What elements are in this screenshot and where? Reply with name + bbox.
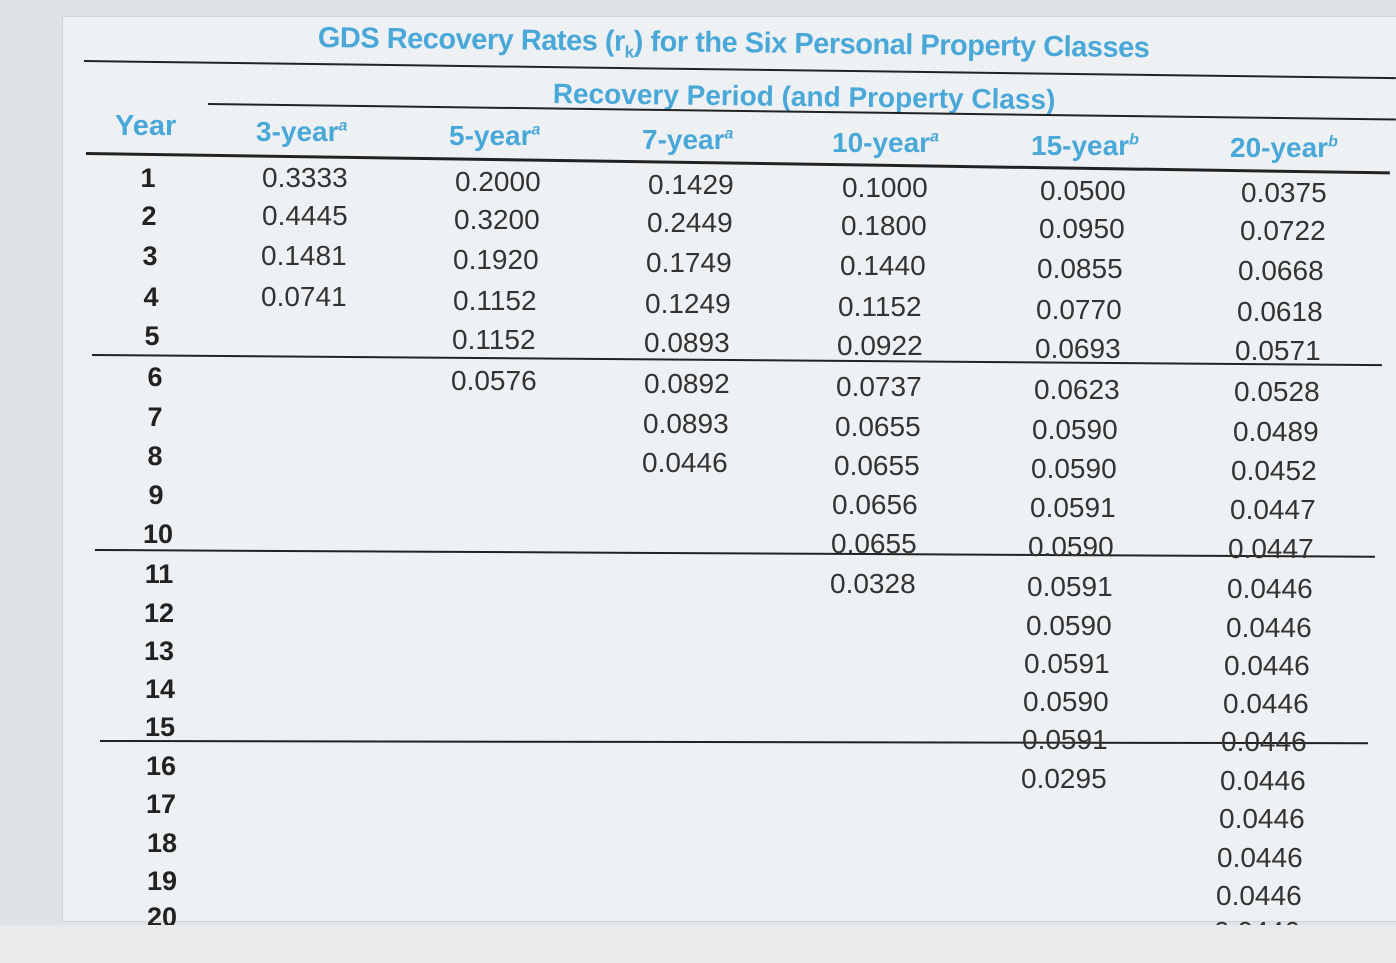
rate-cell: 0.0655: [835, 411, 921, 442]
rate-cell: 0.0295: [1021, 763, 1107, 794]
rate-cell: 0.0446: [1223, 688, 1309, 719]
rate-cell: 0.0893: [644, 327, 730, 358]
rate-cell: 0.0590: [1028, 531, 1114, 562]
rate-cell: 0.1749: [646, 247, 732, 278]
table-card: [62, 16, 1396, 922]
year-label-2: 2: [141, 201, 157, 231]
rate-cell: 0.0528: [1234, 376, 1320, 407]
rate-cell: 0.0328: [830, 568, 916, 599]
column-header-7-year: 7-yeara: [642, 124, 734, 155]
rate-cell: 0.0446: [642, 447, 728, 478]
rate-cell: 0.0737: [836, 371, 922, 402]
year-label-4: 4: [143, 282, 159, 312]
rate-cell: 0.1249: [645, 288, 731, 319]
rate-cell: 0.1000: [842, 172, 928, 203]
year-label-13: 13: [143, 636, 175, 666]
rate-cell: 0.0950: [1039, 213, 1125, 244]
rate-cell: 0.0656: [832, 489, 918, 520]
rate-cell: 0.0446: [1219, 803, 1305, 834]
column-header-15-year: 15-yearb: [1031, 130, 1139, 161]
year-label-1: 1: [140, 163, 156, 193]
rate-cell: 0.0892: [644, 368, 730, 399]
rate-cell: 0.1429: [648, 169, 734, 200]
rate-cell: 0.1920: [453, 244, 539, 275]
column-header-5-year: 5-yeara: [449, 120, 541, 151]
rate-cell: 0.0855: [1037, 253, 1123, 284]
year-label-12: 12: [143, 598, 175, 628]
rate-cell: 0.0375: [1241, 177, 1327, 208]
rate-cell: 0.2449: [647, 207, 733, 238]
year-label-16: 16: [145, 751, 177, 781]
rate-cell: 0.0655: [831, 528, 917, 559]
rate-cell: 0.0618: [1237, 296, 1323, 327]
rate-cell: 0.1440: [840, 250, 926, 281]
rate-cell: 0.0623: [1034, 374, 1120, 405]
year-label-7: 7: [147, 402, 163, 432]
rate-cell: 0.1152: [452, 324, 536, 355]
rate-cell: 0.0446: [1217, 842, 1303, 873]
rate-cell: 0.0590: [1026, 610, 1112, 641]
rate-cell: 0.0770: [1036, 294, 1122, 325]
rate-cell: 0.0668: [1238, 255, 1324, 286]
year-label-17: 17: [145, 789, 177, 819]
rate-cell: 0.3333: [262, 162, 348, 193]
rate-cell: 0.0489: [1233, 416, 1319, 447]
screen-bottom-edge: [0, 925, 1396, 963]
rate-cell: 0.0446: [1216, 880, 1302, 911]
year-label-9: 9: [148, 480, 164, 510]
rate-cell: 0.0922: [837, 330, 923, 361]
year-column-header: Year: [115, 110, 177, 142]
rate-cell: 0.1481: [261, 240, 347, 271]
rate-cell: 0.0693: [1035, 333, 1121, 364]
year-label-19: 19: [146, 866, 178, 896]
year-label-5: 5: [144, 321, 160, 351]
rate-cell: 0.3200: [454, 204, 540, 235]
year-label-14: 14: [144, 674, 176, 704]
year-label-11: 11: [144, 559, 174, 589]
rate-cell: 0.0893: [643, 408, 729, 439]
rate-cell: 0.0590: [1031, 453, 1117, 484]
year-label-18: 18: [146, 828, 178, 858]
rate-cell: 0.0571: [1235, 335, 1321, 366]
rate-cell: 0.0741: [261, 281, 347, 312]
rate-cell: 0.0446: [1220, 765, 1306, 796]
rate-cell: 0.0591: [1022, 724, 1108, 755]
rate-cell: 0.0591: [1027, 571, 1113, 602]
rate-cell: 0.1152: [453, 285, 537, 316]
rate-cell: 0.0590: [1023, 686, 1109, 717]
rate-cell: 0.0576: [451, 365, 537, 396]
rate-cell: 0.0655: [834, 450, 920, 481]
rate-cell: 0.0591: [1030, 492, 1116, 523]
year-label-10: 10: [142, 519, 174, 549]
rate-cell: 0.0590: [1032, 414, 1118, 445]
rate-cell: 0.1152: [838, 291, 922, 322]
rate-cell: 0.0446: [1224, 650, 1310, 681]
rate-cell: 0.0500: [1040, 175, 1126, 206]
year-label-6: 6: [147, 362, 163, 392]
rate-cell: 0.2000: [455, 166, 541, 197]
rate-cell: 0.0446: [1221, 726, 1307, 757]
rate-cell: 0.4445: [262, 200, 348, 231]
column-header-20-year: 20-yearb: [1230, 132, 1338, 163]
column-header-3-year: 3-yeara: [256, 116, 348, 147]
year-label-3: 3: [142, 241, 158, 271]
rate-cell: 0.0722: [1240, 215, 1326, 246]
year-label-15: 15: [144, 712, 176, 742]
rate-cell: 0.0452: [1231, 455, 1317, 486]
rate-cell: 0.0591: [1024, 648, 1110, 679]
rate-cell: 0.1800: [841, 210, 927, 241]
rate-cell: 0.0446: [1227, 573, 1313, 604]
rate-cell: 0.0447: [1230, 494, 1316, 525]
rate-cell: 0.0447: [1228, 533, 1314, 564]
rate-cell: 0.0446: [1226, 612, 1312, 643]
column-header-10-year: 10-yeara: [832, 127, 939, 158]
year-label-8: 8: [147, 441, 163, 471]
